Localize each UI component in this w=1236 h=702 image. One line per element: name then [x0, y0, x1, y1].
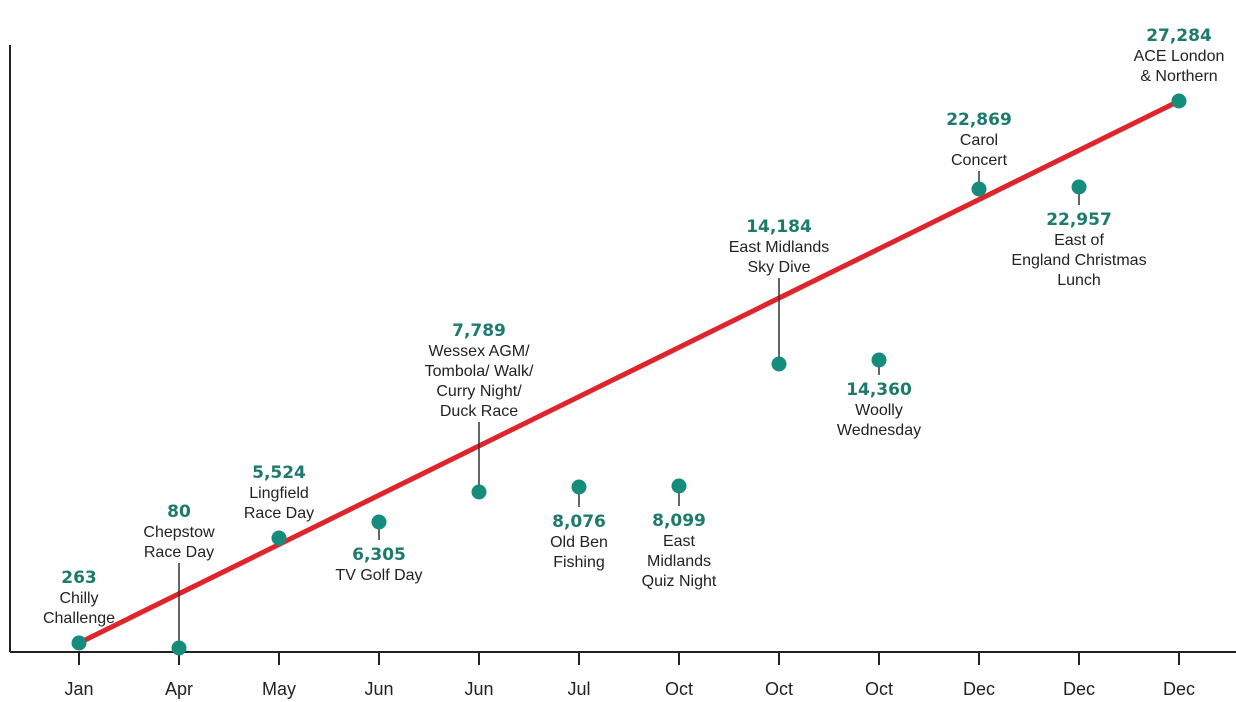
x-tick-label: Jul [567, 679, 590, 699]
point-value-label: 80 [167, 502, 191, 522]
point-value-label: 8,099 [652, 511, 706, 531]
point-value-label: 14,360 [846, 380, 912, 400]
point-label-line: Sky Dive [747, 259, 810, 276]
point-label-line: Chepstow [143, 524, 215, 541]
axes [9, 45, 1236, 665]
data-point-group: 14,360 Woolly Wednesday [837, 352, 921, 439]
data-point-marker [471, 484, 487, 500]
data-point-marker [171, 640, 187, 656]
data-point-marker [771, 356, 787, 372]
data-point-group: Duck Race Curry Night/Tombola/ Walk/Wesse… [425, 321, 534, 500]
data-point-group: Challenge Chilly 263 [43, 568, 115, 651]
data-point-group: Race Day Lingfield 5,524 [244, 463, 314, 546]
point-label-line: ACE London [1134, 48, 1225, 65]
point-label-line: Lingfield [249, 485, 309, 502]
data-point-group: Concert Carol 22,869 [946, 110, 1012, 197]
point-label-line: Wednesday [837, 422, 921, 439]
point-value-label: 5,524 [252, 463, 306, 483]
data-point-marker [971, 181, 987, 197]
point-label-line: Challenge [43, 610, 115, 627]
point-label-line: Lunch [1057, 272, 1101, 289]
data-point-marker [1171, 93, 1187, 109]
data-point-marker [371, 514, 387, 530]
point-label-line: TV Golf Day [335, 567, 422, 584]
point-label-line: Carol [960, 132, 998, 149]
x-tick-label: Jun [464, 679, 493, 699]
x-tick-label: Oct [865, 679, 893, 699]
point-value-label: 8,076 [552, 512, 606, 532]
data-point-group: 8,076 Old Ben Fishing [550, 479, 608, 571]
x-tick-labels: Jan Apr May Jun Jun Jul Oct Oct Oct Dec Dec Dec [64, 679, 1195, 699]
data-point-marker [271, 530, 287, 546]
point-label-line: Woolly [855, 402, 903, 419]
point-value-label: 263 [61, 568, 97, 588]
x-tick-label: Jun [364, 679, 393, 699]
data-point-marker [71, 635, 87, 651]
point-label-line: Curry Night/ [436, 383, 522, 400]
data-point-marker [671, 478, 687, 494]
point-label-line: East of [1054, 232, 1104, 249]
data-point-group: 6,305 TV Golf Day [335, 514, 423, 584]
point-label-line: Wessex AGM/ [428, 343, 530, 360]
point-label-line: Quiz Night [642, 573, 717, 590]
point-label-line: Tombola/ Walk/ [425, 363, 534, 380]
point-label-line: Race Day [144, 544, 214, 561]
x-tick-label: Jan [64, 679, 93, 699]
data-point-marker [571, 479, 587, 495]
point-label-line: Concert [951, 152, 1008, 169]
x-tick-label: Oct [665, 679, 693, 699]
point-label-line: Fishing [553, 554, 605, 571]
point-value-label: 14,184 [746, 217, 812, 237]
point-label-line: England Christmas [1011, 252, 1146, 269]
x-tick-label: Dec [963, 679, 995, 699]
point-label-line: Race Day [244, 505, 314, 522]
point-label-line: Duck Race [440, 403, 518, 420]
data-point-group: & Northern ACE London 27,284 [1134, 26, 1225, 109]
x-tick-label: Dec [1163, 679, 1195, 699]
data-point-group: Race Day Chepstow 80 [143, 502, 215, 656]
point-value-label: 22,957 [1046, 210, 1112, 230]
trend-line [76, 98, 1182, 646]
data-point-marker [871, 352, 887, 368]
point-label-line: Midlands [647, 553, 711, 570]
data-point-group: Sky Dive East Midlands 14,184 [729, 217, 830, 372]
point-value-label: 22,869 [946, 110, 1012, 130]
point-value-label: 27,284 [1146, 26, 1212, 46]
point-label-line: & Northern [1140, 68, 1217, 85]
x-tick-label: Apr [165, 679, 193, 699]
data-point-group: 8,099 East Midlands Quiz Night [642, 478, 717, 590]
data-point-group: 22,957 East of England Christmas Lunch [1011, 179, 1147, 289]
trend-line-layer [76, 98, 1182, 646]
point-value-label: 6,305 [352, 545, 406, 565]
x-tick-label: Dec [1063, 679, 1095, 699]
point-value-label: 7,789 [452, 321, 506, 341]
point-label-line: Chilly [59, 590, 98, 607]
data-point-marker [1071, 179, 1087, 195]
point-label-line: East Midlands [729, 239, 830, 256]
x-tick-label: Oct [765, 679, 793, 699]
point-label-line: Old Ben [550, 534, 608, 551]
point-label-line: East [663, 533, 696, 550]
x-tick-label: May [262, 679, 296, 699]
